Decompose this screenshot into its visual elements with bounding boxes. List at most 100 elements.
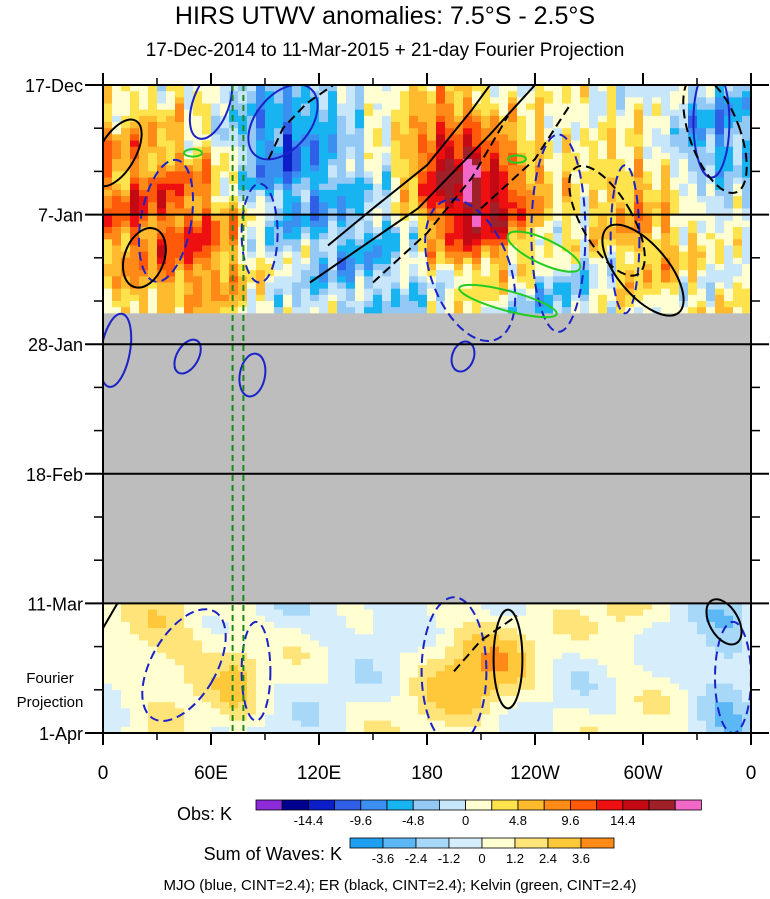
obs-cell (202, 109, 212, 117)
obs-cell (247, 307, 257, 314)
wave-cell (400, 646, 410, 654)
wave-cell (670, 652, 680, 660)
obs-cell (193, 307, 203, 314)
obs-cell (544, 146, 554, 154)
wave-cell (715, 671, 725, 679)
obs-cell (553, 183, 563, 191)
wave-cell (265, 603, 275, 611)
obs-cell (463, 196, 473, 203)
obs-cell (634, 189, 644, 197)
obs-cell (571, 202, 581, 210)
obs-cell (274, 233, 284, 240)
obs-cell (445, 233, 455, 240)
wave-cell (103, 609, 113, 617)
wave-cell (382, 646, 392, 654)
obs-cell (130, 109, 140, 117)
obs-cell (301, 257, 311, 265)
obs-cell (319, 91, 329, 98)
obs-cell (454, 183, 464, 191)
wave-cell (391, 708, 401, 716)
wave-cell (697, 603, 707, 611)
wave-cell (508, 652, 518, 660)
wave-cell (355, 702, 365, 709)
wave-cell (607, 621, 617, 629)
wave-cell (715, 628, 725, 635)
wave-cell (382, 720, 392, 728)
wave-cell (508, 621, 518, 629)
wave-cell (544, 609, 554, 617)
obs-colorbar-swatch (281, 799, 309, 811)
wave-cell (661, 609, 671, 617)
obs-cell (328, 128, 338, 135)
obs-cell (517, 245, 527, 253)
obs-cell (526, 196, 536, 203)
obs-cell (499, 263, 509, 271)
wave-cell (382, 609, 392, 617)
wave-cell (283, 609, 293, 617)
wave-cell (148, 720, 158, 728)
obs-cell (283, 245, 293, 253)
wave-cell (652, 628, 662, 635)
wave-cell (274, 689, 284, 697)
obs-cell (238, 159, 248, 166)
wave-cell (742, 603, 751, 611)
wave-cell (454, 677, 464, 685)
obs-cell (571, 85, 581, 92)
obs-cell (175, 245, 185, 253)
obs-cell (418, 282, 428, 290)
wave-cell (139, 628, 149, 635)
obs-cell (517, 109, 527, 117)
obs-cell (409, 128, 419, 135)
wave-cell (103, 603, 113, 611)
wave-cell (130, 702, 140, 709)
obs-cell (562, 294, 572, 302)
wave-cell (526, 665, 536, 672)
wave-cell (625, 714, 635, 722)
wave-cell (193, 708, 203, 716)
wave-cell (391, 714, 401, 722)
obs-cell (490, 239, 500, 247)
obs-cell (391, 159, 401, 166)
obs-cell (661, 97, 671, 105)
obs-cell (535, 97, 545, 105)
obs-cell (364, 270, 374, 277)
wave-cell (571, 720, 581, 728)
wave-cell (355, 640, 365, 648)
wave-cell (526, 702, 536, 709)
obs-cell (355, 171, 365, 179)
obs-cell (661, 251, 671, 259)
wave-cell (625, 695, 635, 703)
obs-cell (202, 159, 212, 166)
obs-cell (445, 214, 455, 222)
obs-cell (724, 220, 734, 228)
obs-cell (436, 239, 446, 247)
obs-cell (166, 245, 176, 253)
wave-cell (328, 652, 338, 660)
wave-cell (679, 640, 689, 648)
obs-cell (661, 152, 671, 160)
wave-cell (562, 634, 572, 642)
wave-cell (130, 646, 140, 654)
wave-cell (436, 640, 446, 648)
obs-cell (733, 109, 743, 117)
obs-cell (733, 282, 743, 290)
wave-cell (220, 714, 230, 722)
wave-cell (211, 714, 221, 722)
wave-cell (445, 646, 455, 654)
obs-cell (229, 276, 239, 284)
wave-cell (724, 658, 734, 666)
obs-cell (418, 189, 428, 197)
obs-cell (301, 202, 311, 210)
wave-cell (337, 603, 347, 611)
wave-cell (508, 695, 518, 703)
obs-cell (319, 115, 329, 123)
wave-cell (265, 714, 275, 722)
wave-cell (625, 609, 635, 617)
wave-cell (283, 671, 293, 679)
obs-cell (274, 115, 284, 123)
obs-cell (526, 165, 536, 172)
obs-cell (697, 115, 707, 123)
wave-cell (643, 646, 653, 654)
wave-cell (139, 720, 149, 728)
wave-cell (346, 683, 356, 691)
